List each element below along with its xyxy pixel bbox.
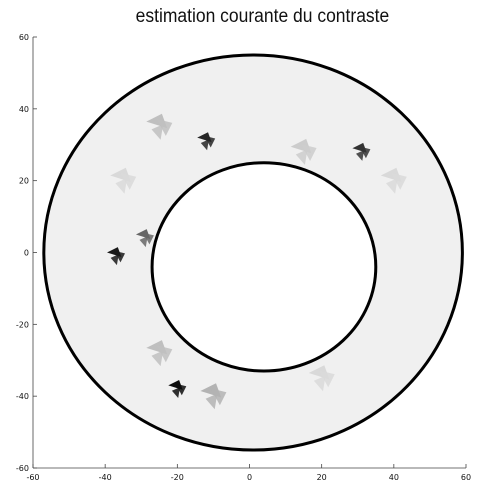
x-tick-label-3: 0 [247,473,252,482]
high-contrast-region-0 [197,132,216,151]
y-tick-label-2: 20 [19,177,29,186]
y-tick-label-6: -60 [16,464,29,473]
low-contrast-region-1 [290,138,317,165]
annular-region [43,54,463,451]
inner-boundary [150,161,378,373]
y-tick-label-3: 0 [24,249,29,258]
y-tick-label-1: 40 [19,105,29,114]
low-contrast-region-2 [146,340,173,367]
x-tick-label-1: -40 [99,473,112,482]
x-tick-label-6: 60 [461,473,471,482]
x-tick-label-0: -60 [26,473,39,482]
low-contrast-region-7 [182,196,209,223]
low-contrast-region-0 [146,113,173,140]
y-tick-label-4: -20 [16,320,29,329]
low-contrast-region-6 [380,167,407,194]
low-contrast-region-3 [110,167,137,194]
high-contrast-region-3 [135,229,154,248]
low-contrast-region-5 [308,365,335,392]
x-tick-label-4: 20 [317,473,327,482]
x-tick-label-5: 40 [389,473,399,482]
x-tick-label-2: -20 [171,473,184,482]
high-contrast-region-4 [168,380,187,398]
outer-boundary [42,53,464,452]
chart-title: estimation courante du contraste [135,6,390,27]
y-tick-label-0: 60 [19,33,29,42]
low-contrast-region-4 [200,383,227,410]
contrast-marks [107,113,407,410]
high-contrast-region-2 [107,247,125,266]
high-contrast-region-1 [352,142,371,161]
y-tick-label-5: -40 [16,392,29,401]
